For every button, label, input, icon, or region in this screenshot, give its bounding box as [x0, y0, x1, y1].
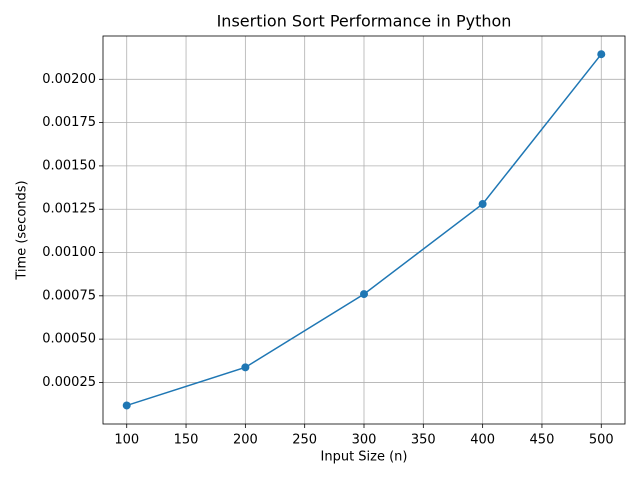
y-tick-label: 0.00150 [42, 158, 96, 173]
x-tick-label: 250 [292, 433, 317, 448]
y-tick-label: 0.00175 [42, 115, 96, 130]
y-tick-label: 0.00100 [42, 245, 96, 260]
x-tick-label: 200 [233, 433, 258, 448]
x-tick-label: 450 [530, 433, 555, 448]
y-axis-label: Time (seconds) [15, 180, 30, 280]
y-tick-label: 0.00200 [42, 72, 96, 87]
x-tick-label: 350 [411, 433, 436, 448]
data-point [241, 363, 250, 372]
x-tick-label: 100 [114, 433, 139, 448]
x-tick-label: 400 [470, 433, 495, 448]
y-tick-label: 0.00025 [42, 375, 96, 390]
y-tick-label: 0.00050 [42, 332, 96, 347]
data-point [122, 401, 131, 410]
plot-frame [102, 35, 626, 425]
x-tick-label: 150 [174, 433, 199, 448]
x-tick-label: 300 [352, 433, 377, 448]
chart-title: Insertion Sort Performance in Python [217, 12, 512, 31]
y-tick-label: 0.00075 [42, 288, 96, 303]
data-point [597, 50, 606, 59]
x-axis-label: Input Size (n) [321, 450, 408, 465]
data-point [360, 290, 368, 299]
y-tick-label: 0.00125 [42, 202, 96, 217]
x-tick-label: 500 [589, 433, 614, 448]
data-point [478, 200, 487, 209]
